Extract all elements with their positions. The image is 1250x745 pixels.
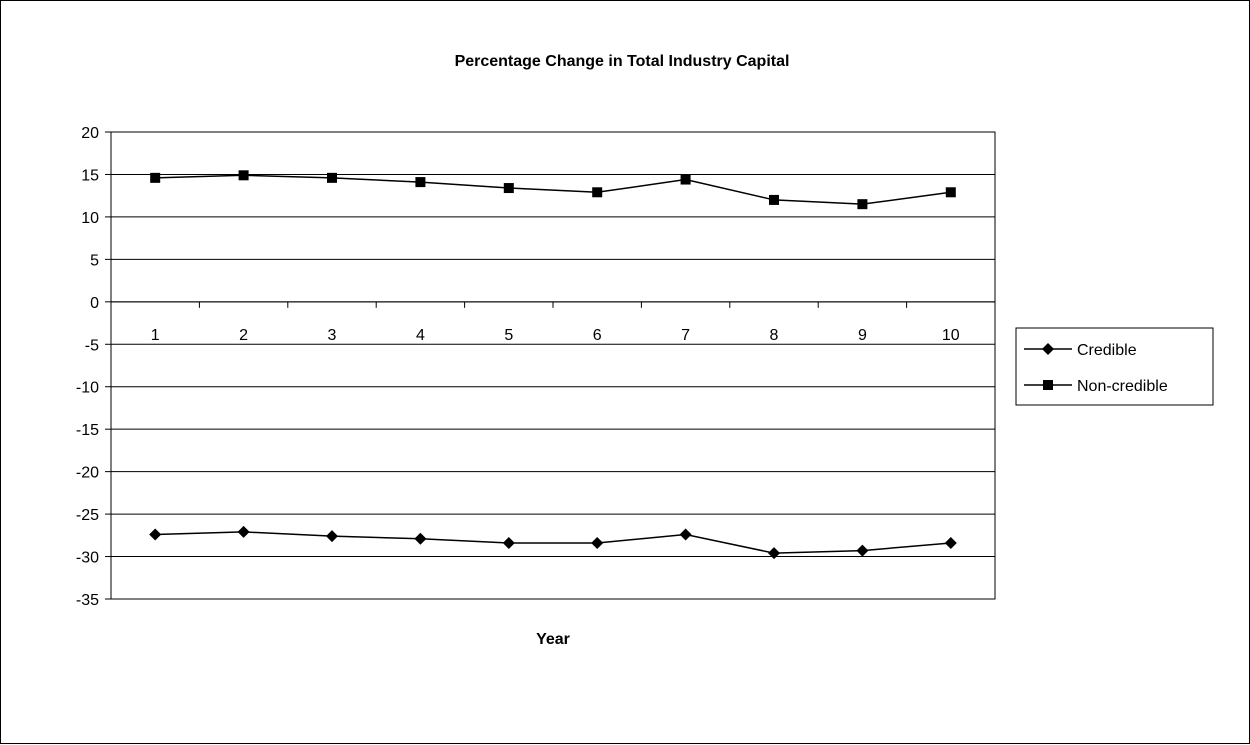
- y-tick-label: -10: [76, 380, 99, 397]
- legend-item-credible: Credible: [1024, 342, 1137, 359]
- data-point-non-credible: [592, 187, 603, 198]
- data-point-credible: [768, 547, 780, 560]
- data-point-non-credible: [857, 199, 868, 210]
- series-credible: [149, 525, 957, 560]
- data-point-non-credible: [150, 172, 161, 183]
- chart-title: Percentage Change in Total Industry Capi…: [455, 53, 790, 70]
- x-axis-label: Year: [536, 631, 570, 648]
- data-point-credible: [502, 536, 515, 549]
- data-point-credible: [237, 525, 250, 538]
- series-line-credible: [155, 531, 951, 554]
- x-tick-label: 6: [593, 327, 602, 344]
- data-point-credible: [856, 544, 869, 557]
- data-point-credible: [679, 528, 692, 541]
- data-point-non-credible: [945, 187, 956, 198]
- x-tick-label: 4: [416, 327, 425, 344]
- series-line-non-credible: [155, 174, 951, 205]
- x-tick-label: 5: [504, 327, 513, 344]
- y-tick-label: 20: [81, 125, 99, 142]
- x-tick-label: 8: [770, 327, 779, 344]
- data-point-credible: [149, 528, 162, 541]
- legend-label: Non-credible: [1077, 378, 1168, 395]
- legend-marker: [1043, 380, 1053, 390]
- data-point-non-credible: [415, 177, 426, 188]
- x-tick-label: 2: [239, 327, 248, 344]
- legend-label: Credible: [1077, 342, 1137, 359]
- x-tick-label: 10: [942, 327, 960, 344]
- data-point-non-credible: [769, 194, 779, 205]
- data-point-credible: [326, 530, 338, 543]
- legend: Credible Non-credible: [1015, 327, 1214, 406]
- x-tick-label: 7: [681, 327, 690, 344]
- y-tick-label: -5: [85, 337, 99, 354]
- y-tick-label: -30: [76, 550, 99, 567]
- x-axis: 1 2 3 4 5 6 7 8 9 10: [110, 301, 996, 344]
- series-non-credible: [150, 170, 956, 210]
- y-tick-label: 10: [81, 210, 99, 227]
- y-tick-label: -15: [76, 422, 99, 439]
- legend-item-non-credible: Non-credible: [1024, 378, 1168, 395]
- y-tick-label: -20: [76, 465, 99, 482]
- data-point-credible: [414, 532, 427, 545]
- x-tick-label: 1: [151, 327, 160, 344]
- data-point-non-credible: [680, 174, 691, 185]
- legend-marker: [1042, 343, 1054, 355]
- x-tick-label: 9: [858, 327, 867, 344]
- y-axis: 20 15 10 5 0 -5 -10 -15 -20 -25 -30 -35: [76, 125, 111, 609]
- data-point-credible: [944, 536, 957, 549]
- data-point-non-credible: [238, 170, 249, 181]
- data-point-credible: [591, 536, 604, 549]
- data-point-non-credible: [503, 183, 514, 194]
- y-tick-label: 0: [90, 295, 99, 312]
- y-tick-label: -35: [76, 592, 99, 609]
- data-point-non-credible: [327, 172, 337, 183]
- y-tick-label: 15: [81, 167, 99, 184]
- gridlines: [111, 173, 995, 558]
- plot-area: [110, 131, 996, 600]
- legend-box: [1015, 327, 1214, 406]
- y-tick-label: -25: [76, 507, 99, 524]
- y-tick-label: 5: [90, 252, 99, 269]
- series-layer: [149, 170, 957, 560]
- x-tick-label: 3: [328, 327, 337, 344]
